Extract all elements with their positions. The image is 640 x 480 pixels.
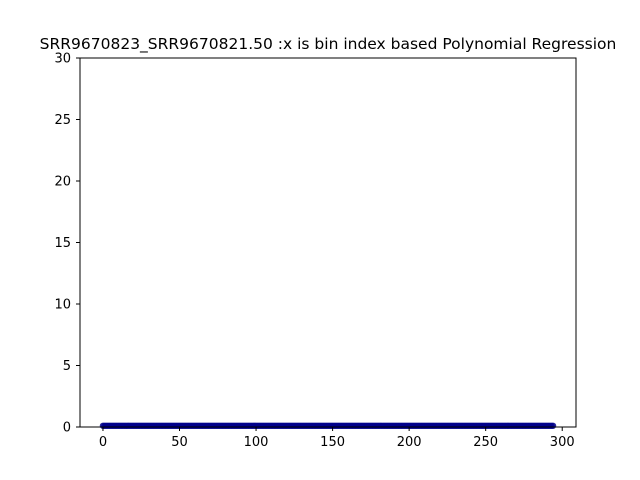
y-tick-label: 5	[63, 359, 71, 374]
x-tick-label: 300	[550, 435, 575, 450]
plot-frame	[79, 57, 577, 428]
x-tick-label: 50	[171, 435, 188, 450]
data-point	[549, 422, 557, 429]
data-points	[99, 422, 557, 429]
y-tick-label: 20	[54, 175, 71, 190]
x-tick-label: 100	[244, 435, 269, 450]
y-tick-label: 25	[54, 113, 71, 128]
y-tick-label: 0	[63, 421, 71, 436]
y-tick-label: 10	[54, 298, 71, 313]
y-tick-label: 15	[54, 236, 71, 251]
x-tick-label: 250	[473, 435, 498, 450]
x-tick-label: 0	[99, 435, 107, 450]
y-axis: 0 5 10 15 20 25 30	[54, 52, 80, 436]
y-tick-label: 30	[54, 52, 71, 67]
x-tick-label: 200	[397, 435, 422, 450]
chart-title: SRR9670823_SRR9670821.50 :x is bin index…	[40, 35, 617, 54]
x-axis: 0 50 100 150 200 250 300	[99, 427, 575, 450]
x-tick-label: 150	[320, 435, 345, 450]
